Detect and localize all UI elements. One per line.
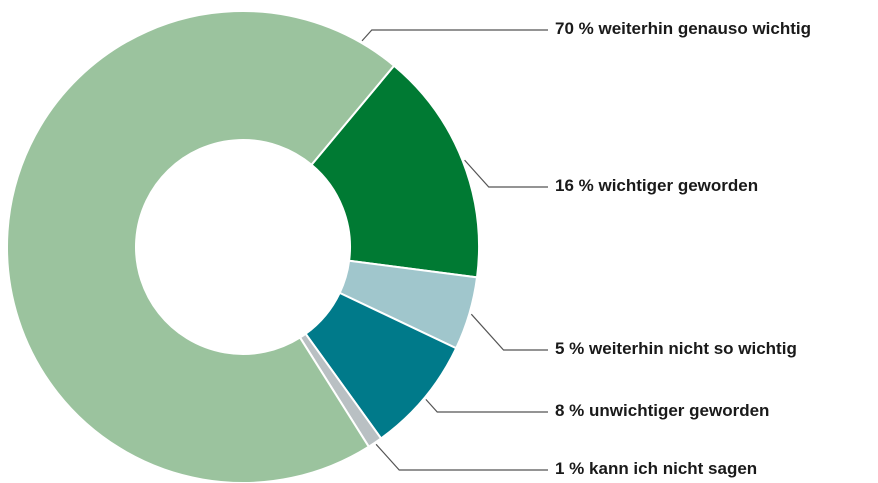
leader-line: [470, 313, 548, 351]
category-label: kann ich nicht sagen: [589, 459, 757, 478]
category-label: weiterhin genauso wichtig: [597, 19, 811, 38]
data-label: 5 % weiterhin nicht so wichtig: [555, 339, 797, 358]
category-label: unwichtiger geworden: [589, 401, 769, 420]
value-label: 70 %: [555, 19, 594, 38]
value-label: 8 %: [555, 401, 584, 420]
donut-slice: [310, 64, 480, 279]
value-label: 1 %: [555, 459, 584, 478]
leader-line: [425, 398, 548, 413]
category-label: wichtiger geworden: [597, 176, 758, 195]
value-label: 16 %: [555, 176, 594, 195]
data-label: 16 % wichtiger geworden: [555, 176, 758, 195]
leader-line: [464, 159, 548, 188]
data-label: 1 % kann ich nicht sagen: [555, 459, 757, 478]
leader-line: [375, 443, 548, 471]
data-label: 8 % unwichtiger geworden: [555, 401, 769, 420]
data-label: 70 % weiterhin genauso wichtig: [555, 19, 811, 38]
value-label: 5 %: [555, 339, 584, 358]
leader-line: [361, 29, 548, 42]
category-label: weiterhin nicht so wichtig: [588, 339, 797, 358]
donut-slice: [6, 10, 396, 483]
